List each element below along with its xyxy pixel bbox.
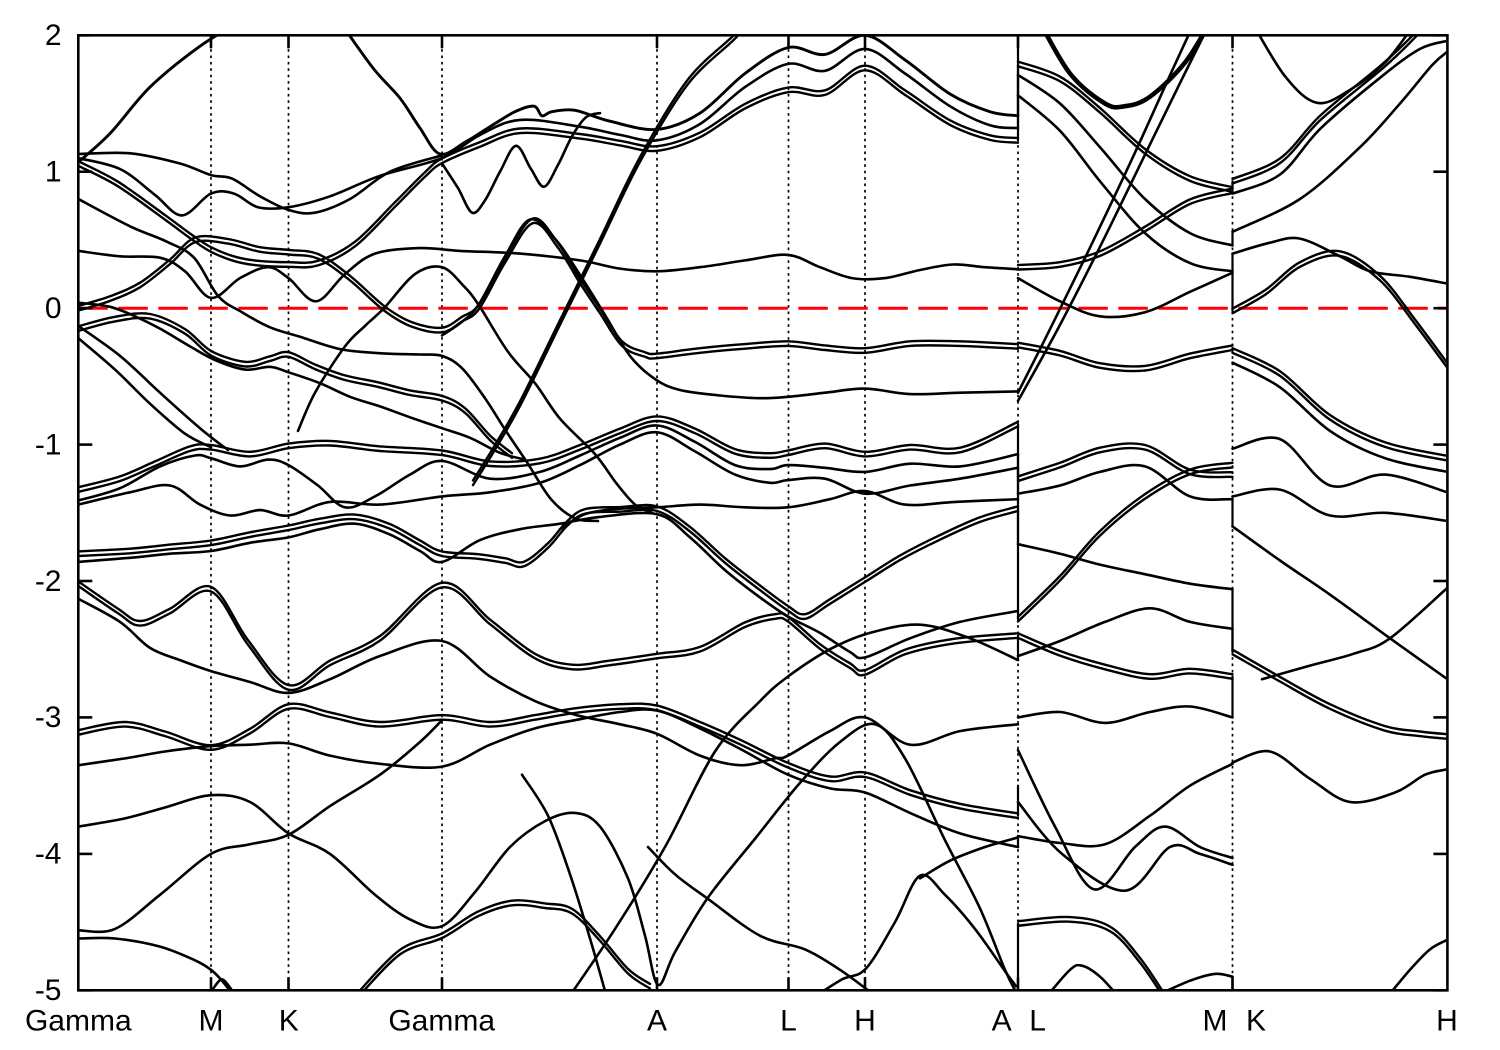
svg-text:L: L [1029,1005,1046,1038]
svg-text:-1: -1 [35,428,62,461]
svg-text:Gamma: Gamma [25,1005,132,1038]
svg-text:0: 0 [45,292,62,325]
svg-text:H: H [854,1005,876,1038]
svg-text:-3: -3 [35,701,62,734]
svg-text:A: A [992,1005,1012,1038]
svg-text:1: 1 [45,156,62,189]
svg-text:Gamma: Gamma [388,1005,495,1038]
svg-text:2: 2 [45,19,62,52]
svg-text:K: K [279,1005,299,1038]
svg-text:-4: -4 [35,838,62,871]
svg-text:M: M [1203,1005,1228,1038]
svg-text:-5: -5 [35,974,62,1007]
svg-text:A: A [647,1005,667,1038]
svg-text:L: L [780,1005,797,1038]
svg-text:H: H [1436,1005,1458,1038]
svg-text:K: K [1246,1005,1266,1038]
svg-text:M: M [199,1005,224,1038]
svg-text:-2: -2 [35,565,62,598]
